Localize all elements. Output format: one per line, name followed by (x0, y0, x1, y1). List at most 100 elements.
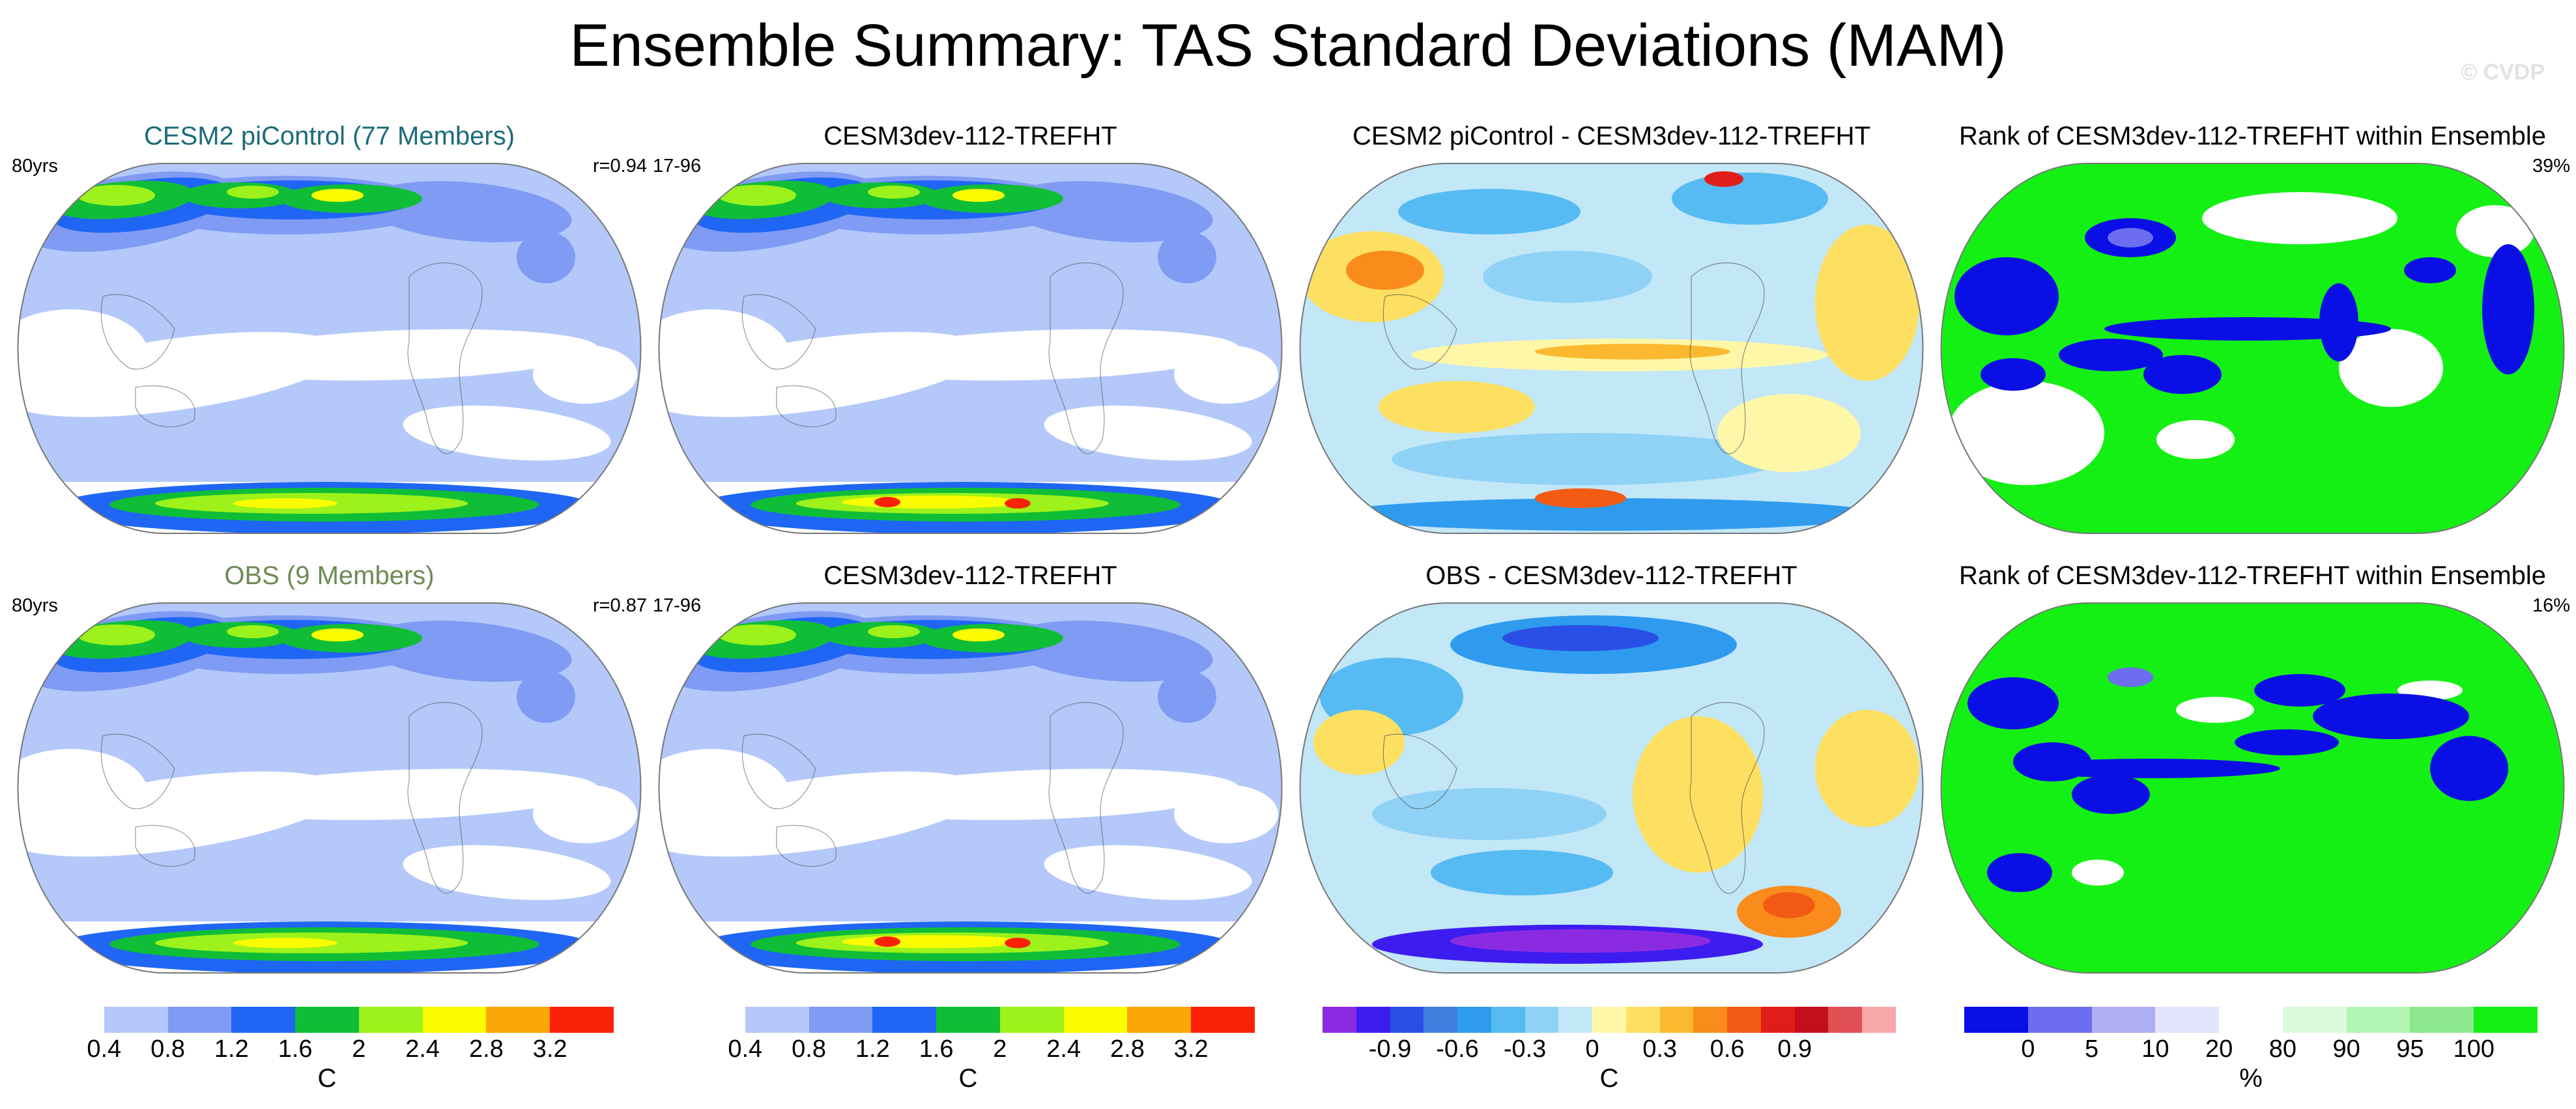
panel-title: Rank of CESM3dev-112-TREFHT within Ensem… (1958, 122, 2547, 150)
color-swatch (2346, 1007, 2411, 1033)
colorbar-swatches (681, 1007, 1255, 1033)
map-panel: Rank of CESM3dev-112-TREFHT within Ensem… (1935, 560, 2570, 977)
color-swatch (2410, 1007, 2474, 1033)
map-outline (1940, 163, 2565, 534)
map-field (659, 603, 1282, 973)
color-swatch (1964, 1007, 2029, 1033)
color-swatch (809, 1007, 873, 1033)
watermark: © CVDP (2461, 60, 2545, 85)
color-swatch (1390, 1007, 1424, 1033)
global-map (1940, 602, 2565, 974)
colorbar-tick-label: 0 (2021, 1035, 2035, 1063)
colorbar-tick-label: 80 (2268, 1035, 2297, 1063)
color-swatch (2282, 1007, 2347, 1033)
colorbar-unit: % (2239, 1064, 2263, 1093)
colorbar-tick-label: 2.4 (1046, 1035, 1081, 1063)
global-map (658, 163, 1283, 534)
colorbar-tick-label: 0 (1585, 1035, 1599, 1063)
colorbar: -0.9 -0.6 -0.3 0 0.3 0.6 0.9 C (1323, 1007, 1896, 1104)
colorbar-tick-label: 20 (2205, 1035, 2233, 1063)
map-field (1300, 603, 1923, 973)
map-panel: CESM2 piControl (77 Members) 80yrs r=0.94 (12, 120, 647, 537)
stat-label: r=0.87 (592, 595, 647, 616)
stat-label: r=0.94 (592, 156, 647, 176)
color-swatch (295, 1007, 360, 1033)
map-field (659, 163, 1282, 533)
color-swatch (40, 1007, 105, 1033)
color-swatch (936, 1007, 1001, 1033)
map-field (18, 163, 641, 533)
map-panel: CESM2 piControl - CESM3dev-112-TREFHT (1294, 120, 1929, 537)
stat-label: 16% (2532, 595, 2570, 616)
color-swatch (486, 1007, 551, 1033)
color-swatch (231, 1007, 296, 1033)
colorbar-tick-label: 0.9 (1777, 1035, 1812, 1063)
color-swatch (1828, 1007, 1863, 1033)
map-outline (17, 163, 642, 534)
map-field (18, 603, 641, 973)
colorbar-tick-label: -0.3 (1503, 1035, 1547, 1063)
colorbar-tick-label: 2.8 (1110, 1035, 1145, 1063)
colorbar-swatches (40, 1007, 614, 1033)
period-label: 80yrs (12, 156, 58, 176)
color-swatch (872, 1007, 937, 1033)
panel-title: OBS (9 Members) (224, 561, 435, 590)
colorbar-tick-label: 1.6 (919, 1035, 954, 1063)
color-swatch (745, 1007, 810, 1033)
global-map (1299, 602, 1924, 974)
global-map (1299, 163, 1924, 534)
color-swatch (1862, 1007, 1896, 1033)
color-swatch (422, 1007, 487, 1033)
colorbar-tick-label: 0.4 (87, 1035, 122, 1063)
panel-title: CESM3dev-112-TREFHT (823, 122, 1117, 150)
colorbar-unit: C (317, 1064, 337, 1093)
color-swatch (681, 1007, 746, 1033)
color-swatch (1524, 1007, 1559, 1033)
colorbar-tick-label: 0.4 (728, 1035, 763, 1063)
colorbar-tick-label: 1.6 (278, 1035, 313, 1063)
colorbar-tick-label: -0.9 (1368, 1035, 1412, 1063)
color-swatch (358, 1007, 423, 1033)
global-map (1940, 163, 2565, 534)
map-field (1300, 163, 1923, 533)
map-outline (658, 602, 1283, 974)
colorbar-tick-label: 5 (2084, 1035, 2099, 1063)
period-label: 17-96 (653, 156, 702, 176)
map-panel: OBS - CESM3dev-112-TREFHT (1294, 560, 1929, 977)
color-swatch (1760, 1007, 1796, 1033)
color-swatch (2027, 1007, 2093, 1033)
panel-title: OBS - CESM3dev-112-TREFHT (1425, 561, 1797, 590)
color-swatch (999, 1007, 1065, 1033)
color-swatch (1592, 1007, 1627, 1033)
colorbar: 0 5 10 20 80 90 95 100% (1964, 1007, 2538, 1104)
color-swatch (1625, 1007, 1661, 1033)
global-map (17, 163, 642, 534)
colorbar-tick-label: 2.8 (469, 1035, 504, 1063)
color-swatch (2155, 1007, 2220, 1033)
color-swatch (167, 1007, 232, 1033)
colorbar-tick-label: 3.2 (1173, 1035, 1209, 1063)
map-panel: Rank of CESM3dev-112-TREFHT within Ensem… (1935, 120, 2570, 537)
stat-label: 39% (2532, 156, 2570, 176)
panel-title: CESM3dev-112-TREFHT (823, 561, 1117, 590)
period-label: 80yrs (12, 595, 58, 616)
map-panel: CESM3dev-112-TREFHT 17-96 (653, 560, 1288, 977)
colorbar: 0.4 0.8 1.2 1.6 2 2.4 2.8 3.2 C (40, 1007, 614, 1104)
colorbar-swatches (1964, 1007, 2538, 1033)
color-swatch (1693, 1007, 1728, 1033)
color-swatch (2091, 1007, 2156, 1033)
color-swatch (1491, 1007, 1526, 1033)
colorbar-tick-label: 3.2 (532, 1035, 567, 1063)
colorbar-tick-label: 100 (2453, 1035, 2495, 1063)
colorbar-tick-label: 0.8 (150, 1035, 185, 1063)
colorbar-tick-label: 90 (2332, 1035, 2360, 1063)
colorbar-tick-label: 10 (2141, 1035, 2169, 1063)
color-swatch (1191, 1007, 1255, 1033)
global-map (658, 602, 1283, 974)
map-outline (17, 602, 642, 974)
color-swatch (1457, 1007, 1492, 1033)
panel-title: Rank of CESM3dev-112-TREFHT within Ensem… (1958, 561, 2547, 590)
colorbar-tick-label: 0.6 (1710, 1035, 1745, 1063)
panel-title: CESM2 piControl (77 Members) (143, 122, 515, 150)
map-outline (1299, 602, 1924, 974)
